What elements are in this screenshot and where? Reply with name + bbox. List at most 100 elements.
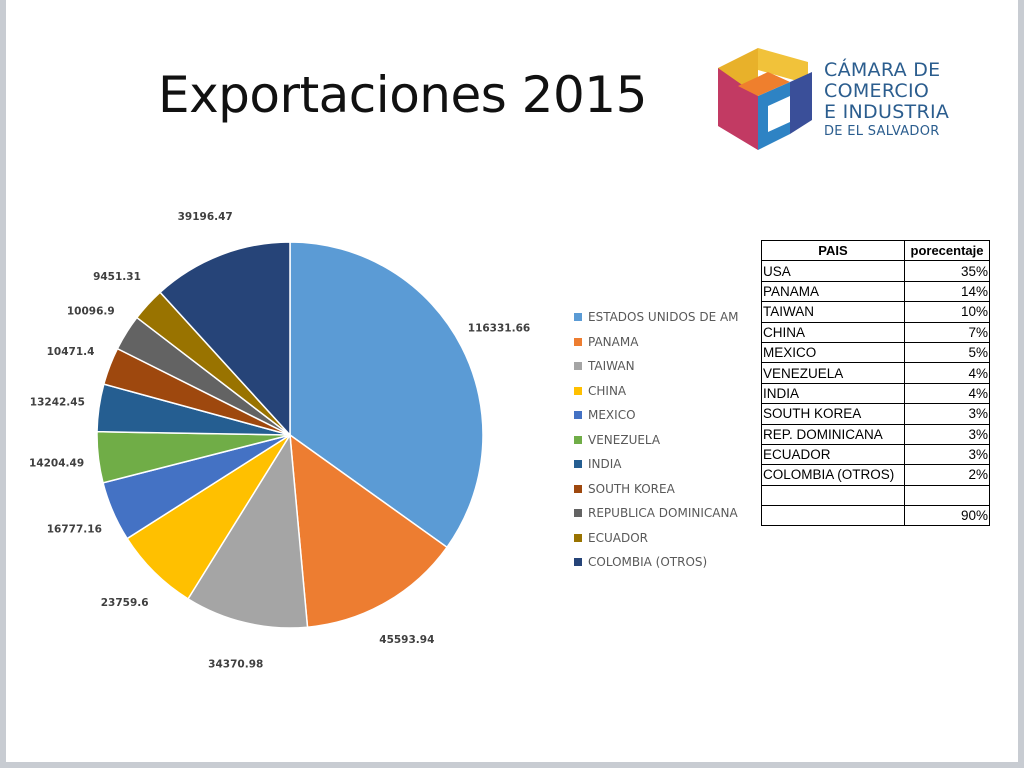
percent-cell	[904, 484, 990, 507]
pie-slice-1	[289, 433, 449, 629]
header-porcentaje: porecentaje	[904, 239, 990, 262]
data-label-10: 39196.47	[178, 211, 233, 223]
table-row: PANAMA 14%	[761, 280, 990, 303]
country-cell: TAIWAN	[761, 301, 905, 323]
data-label-8: 10096.9	[67, 305, 115, 317]
legend-swatch	[574, 313, 582, 322]
table-row: USA 35%	[761, 260, 990, 282]
percent-cell: 10%	[904, 301, 990, 323]
legend-label: CHINA	[588, 383, 627, 398]
logo-line-4: DE EL SALVADOR	[824, 124, 940, 139]
legend-label: PANAMA	[588, 334, 639, 349]
table-row: MEXICO 5%	[761, 341, 990, 364]
legend-swatch	[574, 558, 582, 567]
logo-text: CÁMARA DE COMERCIO E INDUSTRIA DE EL SAL…	[824, 60, 949, 141]
legend-swatch	[574, 435, 582, 444]
pie-slice-0	[289, 241, 484, 549]
percent-cell: 2%	[904, 464, 990, 486]
country-cell: PANAMA	[761, 280, 905, 303]
percentage-table: PAIS porecentaje USA 35% PANAMA 14% TAIWAN…	[761, 239, 990, 527]
pie-slice-10	[159, 241, 291, 437]
country-cell: INDIA	[761, 382, 905, 405]
table-row-total: 90%	[761, 505, 990, 527]
table-row: ECUADOR 3%	[761, 443, 990, 466]
country-cell: MEXICO	[761, 341, 905, 364]
legend-label: MEXICO	[588, 408, 636, 423]
data-label-2: 34370.98	[208, 659, 263, 671]
table-row: REP. DOMINICANA 3%	[761, 423, 990, 445]
legend-label: ESTADOS UNIDOS DE AM	[588, 310, 738, 325]
legend-item: VENEZUELA	[574, 428, 738, 453]
legend-item: CHINA	[574, 379, 738, 404]
legend-item: SOUTH KOREA	[574, 477, 738, 502]
legend-item: ESTADOS UNIDOS DE AM	[574, 305, 738, 330]
legend-swatch	[574, 533, 582, 542]
slide-border-right	[1018, 0, 1024, 768]
legend-swatch	[574, 460, 582, 469]
data-label-0: 116331.66	[468, 323, 530, 335]
country-cell	[761, 484, 905, 507]
legend-label: SOUTH KOREA	[588, 481, 675, 496]
legend-item: COLOMBIA (OTROS)	[574, 550, 738, 575]
legend-item: REPUBLICA DOMINICANA	[574, 501, 738, 526]
chamber-logo: CÁMARA DE COMERCIO E INDUSTRIA DE EL SAL…	[716, 46, 956, 158]
table-row: INDIA 4%	[761, 382, 990, 405]
total-percent-cell: 90%	[904, 505, 990, 527]
legend-label: VENEZUELA	[588, 432, 661, 447]
data-label-9: 9451.31	[93, 271, 141, 283]
percent-cell: 35%	[904, 260, 990, 282]
data-label-3: 23759.6	[101, 597, 149, 609]
slide-border-left	[0, 0, 6, 768]
chart-legend: ESTADOS UNIDOS DE AM PANAMA TAIWAN CHINA…	[574, 305, 738, 575]
data-label-5: 14204.49	[29, 457, 84, 469]
table-row: SOUTH KOREA 3%	[761, 403, 990, 425]
table-row: VENEZUELA 4%	[761, 362, 990, 384]
legend-item: MEXICO	[574, 403, 738, 428]
pie-slice-2	[186, 432, 309, 629]
percent-cell: 5%	[904, 341, 990, 364]
table-row: CHINA 7%	[761, 321, 990, 343]
legend-item: ECUADOR	[574, 526, 738, 551]
slide-title: Exportaciones 2015	[158, 66, 647, 124]
percent-cell: 4%	[904, 382, 990, 405]
table-row: COLOMBIA (OTROS) 2%	[761, 464, 990, 486]
legend-item: PANAMA	[574, 330, 738, 355]
legend-swatch	[574, 337, 582, 346]
legend-label: COLOMBIA (OTROS)	[588, 555, 708, 570]
legend-item: INDIA	[574, 452, 738, 477]
country-cell: COLOMBIA (OTROS)	[761, 464, 905, 486]
legend-swatch	[574, 484, 582, 493]
legend-swatch	[574, 362, 582, 371]
slide-border-bottom	[0, 762, 1024, 768]
legend-label: REPUBLICA DOMINICANA	[588, 506, 738, 521]
data-label-1: 45593.94	[379, 634, 434, 646]
legend-swatch	[574, 509, 582, 518]
legend-label: ECUADOR	[588, 530, 648, 545]
table-header-row: PAIS porecentaje	[761, 239, 990, 262]
percent-cell: 3%	[904, 443, 990, 466]
country-cell: CHINA	[761, 321, 905, 343]
logo-line-3: E INDUSTRIA	[824, 101, 950, 123]
data-label-7: 10471.4	[47, 346, 95, 358]
table-row: TAIWAN 10%	[761, 301, 990, 323]
country-cell: VENEZUELA	[761, 362, 905, 384]
percent-cell: 4%	[904, 362, 990, 384]
country-cell: USA	[761, 260, 905, 282]
country-cell	[761, 505, 905, 527]
data-label-4: 16777.16	[47, 523, 102, 535]
legend-swatch	[574, 386, 582, 395]
percent-cell: 7%	[904, 321, 990, 343]
table-row	[761, 484, 990, 507]
country-cell: REP. DOMINICANA	[761, 423, 905, 445]
logo-line-1: CÁMARA DE	[824, 59, 941, 81]
legend-item: TAIWAN	[574, 354, 738, 379]
percent-cell: 3%	[904, 403, 990, 425]
data-label-6: 13242.45	[30, 397, 85, 409]
percent-cell: 3%	[904, 423, 990, 445]
cube-logo-icon	[718, 48, 812, 150]
legend-swatch	[574, 411, 582, 420]
percent-cell: 14%	[904, 280, 990, 303]
logo-line-2: COMERCIO	[824, 80, 930, 102]
country-cell: ECUADOR	[761, 443, 905, 466]
